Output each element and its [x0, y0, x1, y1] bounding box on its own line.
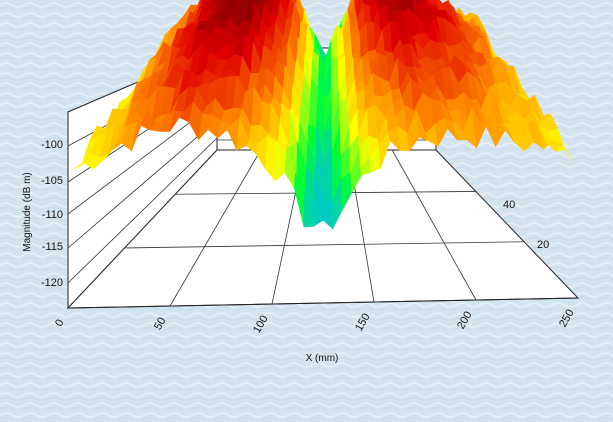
y-tick-label: 40: [503, 199, 515, 211]
surface: [73, 0, 573, 230]
left-wall-gridline: [67, 137, 218, 284]
left-wall-gridline: [67, 119, 218, 249]
x-tick-label: 50: [152, 316, 169, 333]
z-tick-label: -105: [41, 175, 63, 187]
axis-labels: 0 50 100 150 200 2502040-100-105-110-115-120X…: [22, 139, 577, 364]
floor-gridline-x: [169, 149, 262, 307]
z-tick-label: -115: [42, 241, 63, 253]
x-axis-title: X (mm): [306, 353, 339, 364]
y-tick-label: 20: [537, 239, 549, 251]
x-tick-label: 0: [53, 318, 66, 329]
z-tick-label: -110: [42, 209, 63, 221]
z-tick-label: -120: [41, 277, 63, 289]
floor-gridline-x: [435, 149, 579, 299]
z-tick-label: -100: [41, 139, 63, 151]
floor-gridline-y: [124, 241, 525, 249]
floor-gridline-x: [67, 149, 218, 309]
surface-facet: [554, 144, 573, 161]
surface-facet: [427, 0, 433, 6]
floor-gridline-x: [391, 149, 477, 301]
x-axis-line: [67, 297, 579, 309]
z-axis-title: Magnitude (dB m): [22, 172, 33, 251]
